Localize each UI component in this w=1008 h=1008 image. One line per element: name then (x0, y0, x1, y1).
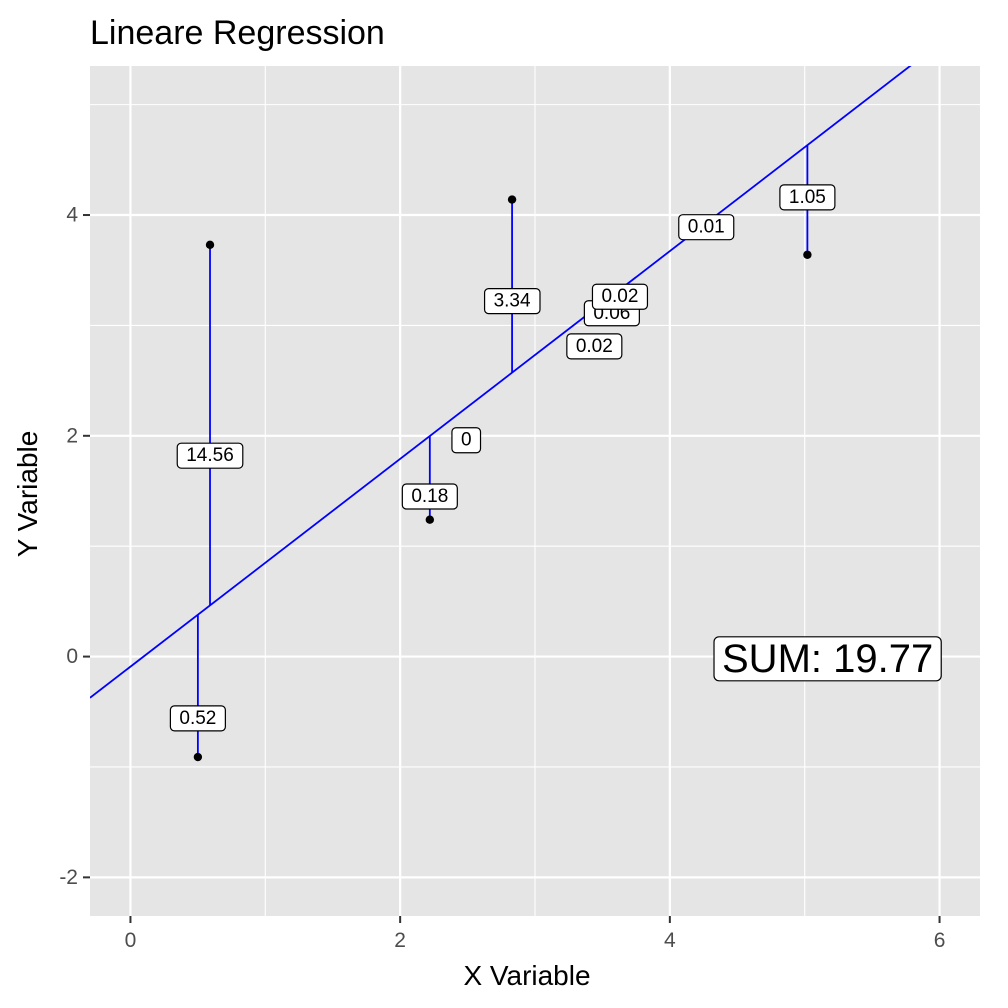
residual-label-text: 0.02 (576, 336, 613, 357)
data-point (205, 240, 215, 250)
regression-line (90, 66, 912, 699)
x-tick-label: 2 (394, 929, 406, 952)
x-tick-label: 0 (125, 929, 137, 952)
y-axis: -2 0 2 4 (59, 204, 90, 889)
residual-label-text: 14.56 (186, 445, 234, 466)
residual-label-text: 0 (461, 430, 472, 451)
y-tick-label: 4 (66, 204, 78, 227)
residual-label: 0.01 (678, 214, 735, 241)
residual-label-text: 3.34 (494, 291, 531, 312)
sum-label-text: SUM: 19.77 (722, 637, 933, 681)
residual-label-box (451, 427, 482, 454)
x-axis-title: X Variable (463, 960, 590, 991)
residual-label-box (678, 214, 735, 241)
residual-label-text: 0.02 (601, 286, 638, 307)
chart-title: Lineare Regression (90, 14, 385, 52)
data-point (507, 195, 517, 204)
residual-label: 1.05 (779, 184, 836, 211)
residual-label-box (591, 283, 649, 310)
residual-label-text: 0.01 (688, 217, 725, 238)
residual-label-box (483, 288, 541, 315)
residual-label: 3.34 (483, 288, 541, 315)
residual-label: 14.56 (176, 442, 244, 469)
residual-label: 0.18 (401, 483, 458, 510)
residual-label-box (176, 442, 244, 469)
sum-label: SUM: 19.77 (713, 636, 942, 682)
residual-label-box (401, 483, 458, 510)
residual-label: 0.02 (566, 333, 623, 360)
x-tick-label: 4 (664, 929, 676, 952)
y-tick-label: 2 (66, 424, 78, 447)
x-tick-label: 6 (934, 929, 946, 952)
residual-label-box (169, 705, 226, 732)
y-axis-title: Y Variable (12, 431, 43, 558)
residual-label-box (566, 333, 623, 360)
residual-label-text: 1.05 (789, 187, 826, 208)
residual-label-text: 0.18 (411, 486, 448, 507)
plot-panel: 14.560.520.183.3400.020.060.020.011.05SU… (90, 66, 980, 916)
residual-label-text: 0.52 (179, 708, 216, 729)
sum-label-box (713, 636, 942, 682)
residual-label-box (779, 184, 836, 211)
x-axis: 0 2 4 6 (125, 916, 946, 952)
data-point (803, 250, 812, 259)
y-tick-label: -2 (59, 866, 78, 889)
data-point (425, 515, 435, 524)
data-point (193, 752, 203, 762)
residual-label: 0.52 (169, 705, 226, 732)
residual-label: 0 (451, 427, 482, 454)
y-tick-label: 0 (66, 645, 78, 668)
residual-label: 0.02 (591, 283, 649, 310)
